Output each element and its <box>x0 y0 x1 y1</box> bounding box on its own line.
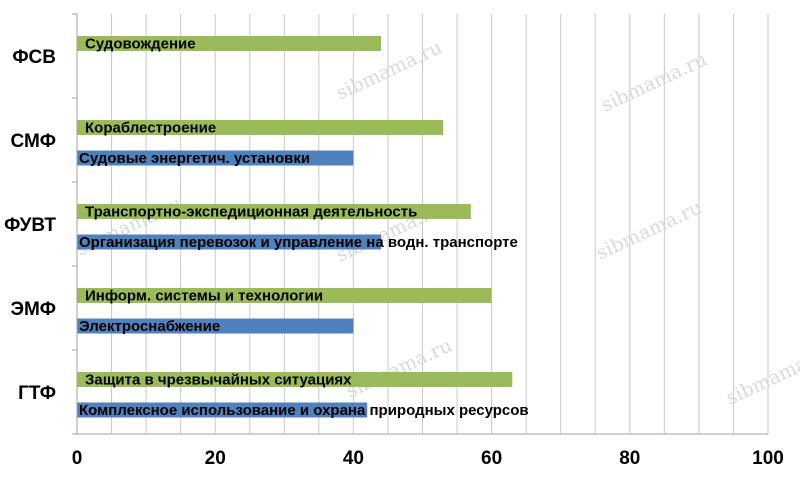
bar-s1-c4 <box>77 402 368 418</box>
bar-s1-c2 <box>77 234 382 250</box>
watermark-2: sibmama.ru <box>593 196 706 264</box>
watermark-5: sibmama.ru <box>723 341 800 409</box>
x-tick-label-60: 60 <box>481 448 502 469</box>
axes: 0 20 40 60 80 100 ФСВ СМФ ФУВТ ЭМФ ГТФ <box>4 13 784 469</box>
bar-label-s0-c1: Кораблестроение <box>85 120 216 137</box>
bar-s1-c1 <box>77 150 354 166</box>
gridlines <box>111 14 769 434</box>
bar-s0-c2 <box>77 204 471 219</box>
bar-s1-c3 <box>77 318 354 334</box>
x-tick-label-20: 20 <box>205 448 226 469</box>
x-tick-label-80: 80 <box>619 448 640 469</box>
category-label-0: ФСВ <box>12 47 56 68</box>
bar-label-s0-c0: Судовождение <box>85 36 196 53</box>
bar-label-s1-c3: Электроснабжение <box>79 318 220 335</box>
x-tick-label-100: 100 <box>752 448 784 469</box>
labels: Судовождение Кораблестроение Транспортно-э… <box>79 36 529 420</box>
bar-label-s0-c2: Транспортно-экспедиционная деятельность <box>85 204 417 221</box>
watermark-6: sibmama.ru <box>343 334 456 402</box>
x-tick-label-0: 0 <box>72 448 83 469</box>
bar-label-s0-c3: Информ. системы и технологии <box>85 288 323 305</box>
category-label-3: ЭМФ <box>10 299 56 320</box>
bar-label-s0-c4: Защита в чрезвычайных ситуациях <box>85 372 352 389</box>
watermark-1: sibmama.ru <box>598 48 711 116</box>
category-label-2: ФУВТ <box>4 215 56 236</box>
bar-s0-c3 <box>77 288 492 303</box>
bar-s0-c4 <box>77 372 513 387</box>
watermarks: sibmama.ru sibmama.ru sibmama.ru sibmama.ru… <box>73 36 800 409</box>
bar-label-s1-c1: Судовые энергетич. установки <box>79 150 310 167</box>
category-label-1: СМФ <box>10 131 56 152</box>
bar-label-s1-c4: Комплексное использование и охрана приро… <box>79 402 529 419</box>
bar-s0-c1 <box>77 120 444 135</box>
bar-s0-c0 <box>77 36 382 51</box>
bars <box>77 36 513 418</box>
x-tick-label-40: 40 <box>343 448 364 469</box>
bar-label-s1-c2: Организация перевозок и управление на во… <box>79 234 518 251</box>
category-label-4: ГТФ <box>18 383 56 404</box>
